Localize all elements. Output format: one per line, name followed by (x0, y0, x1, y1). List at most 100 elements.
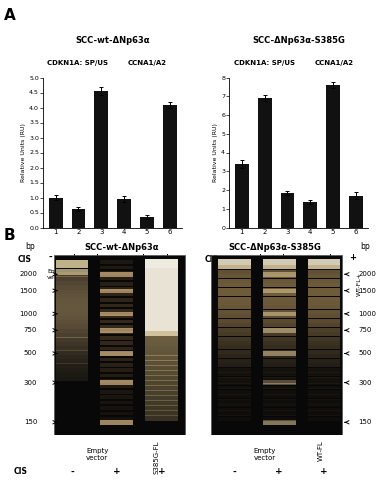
Bar (308, 350, 340, 354)
Y-axis label: Relative Units (RU): Relative Units (RU) (21, 123, 26, 182)
Bar (145, 415, 178, 420)
Bar (56, 355, 88, 359)
Bar (263, 412, 296, 416)
Bar (308, 394, 340, 398)
Text: SCC-ΔNp63α-S385G: SCC-ΔNp63α-S385G (229, 244, 321, 252)
Text: 1000: 1000 (359, 311, 377, 317)
Bar (308, 310, 340, 314)
Text: +: + (140, 253, 147, 262)
Bar (100, 390, 133, 394)
Bar (145, 410, 178, 416)
Bar (308, 400, 340, 404)
Bar (263, 306, 296, 310)
Text: 300: 300 (24, 380, 37, 386)
Text: 750: 750 (24, 328, 37, 334)
Bar (263, 288, 296, 292)
Bar (56, 281, 88, 285)
Bar (308, 288, 340, 292)
Bar (54, 255, 185, 435)
Text: CCNA1/A2: CCNA1/A2 (128, 60, 167, 66)
Bar (263, 336, 296, 340)
Bar (263, 301, 296, 305)
Bar (218, 346, 251, 350)
Bar (218, 394, 251, 399)
Bar (145, 340, 178, 346)
Bar (56, 338, 88, 342)
Text: 2000: 2000 (359, 271, 377, 277)
Bar (100, 368, 133, 372)
Bar (100, 363, 133, 366)
Bar (100, 336, 133, 340)
Text: SCC-wt-ΔNp63α: SCC-wt-ΔNp63α (75, 36, 150, 45)
Bar (218, 384, 251, 388)
Bar (218, 283, 251, 287)
Bar (56, 298, 88, 302)
Text: SCC-ΔNp63α-S385G: SCC-ΔNp63α-S385G (252, 36, 345, 45)
Bar (218, 372, 251, 376)
Bar (308, 359, 340, 363)
Bar (218, 400, 251, 404)
Bar (308, 416, 340, 420)
Text: WT-FL+: WT-FL+ (281, 272, 286, 296)
Bar (100, 379, 133, 383)
Bar (263, 346, 296, 350)
Bar (145, 376, 178, 381)
Bar (218, 376, 251, 380)
Bar (263, 416, 296, 420)
Bar (308, 378, 340, 383)
Bar (263, 364, 296, 367)
Bar (308, 292, 340, 296)
Bar (218, 301, 251, 305)
Bar (218, 274, 251, 278)
Bar (100, 314, 133, 318)
Bar (218, 279, 251, 282)
Bar (263, 270, 296, 274)
Bar (308, 384, 340, 388)
Bar (308, 399, 340, 403)
Bar (145, 405, 178, 410)
Bar (218, 328, 251, 332)
Bar (218, 368, 251, 372)
Text: CCNA1/A2: CCNA1/A2 (314, 60, 353, 66)
Text: +: + (113, 468, 120, 476)
Bar (308, 364, 340, 367)
Text: Empty
vector: Empty vector (309, 270, 329, 280)
Bar (263, 310, 296, 314)
Bar (100, 271, 133, 275)
Bar (145, 346, 178, 351)
Bar (145, 386, 178, 390)
Bar (218, 378, 251, 383)
Bar (218, 368, 251, 372)
Bar (218, 296, 251, 300)
Bar (56, 316, 88, 320)
Text: Empty
vector: Empty vector (233, 270, 254, 280)
Text: S385G-FL+: S385G-FL+ (95, 272, 100, 308)
Bar (100, 417, 133, 420)
Bar (263, 416, 296, 420)
Text: Empty
vector: Empty vector (123, 270, 143, 280)
Text: CIS: CIS (204, 254, 218, 264)
Bar (308, 346, 340, 350)
Bar (100, 396, 133, 399)
Bar (263, 386, 296, 390)
Bar (263, 410, 296, 415)
Bar (308, 416, 340, 420)
Bar (263, 354, 296, 358)
Bar (263, 328, 296, 332)
Bar (349, 196, 363, 228)
Bar (218, 416, 251, 420)
Bar (211, 255, 342, 435)
Bar (218, 410, 251, 415)
Text: 150: 150 (359, 419, 372, 425)
Bar (56, 302, 88, 307)
Bar (263, 394, 296, 399)
Bar (218, 354, 251, 358)
Bar (308, 394, 340, 399)
Text: WT-FL+: WT-FL+ (357, 272, 362, 296)
Bar (94, 91, 108, 228)
Text: +: + (349, 253, 356, 262)
Bar (56, 350, 88, 355)
Bar (263, 390, 296, 394)
Bar (56, 364, 88, 368)
Bar (100, 342, 133, 345)
